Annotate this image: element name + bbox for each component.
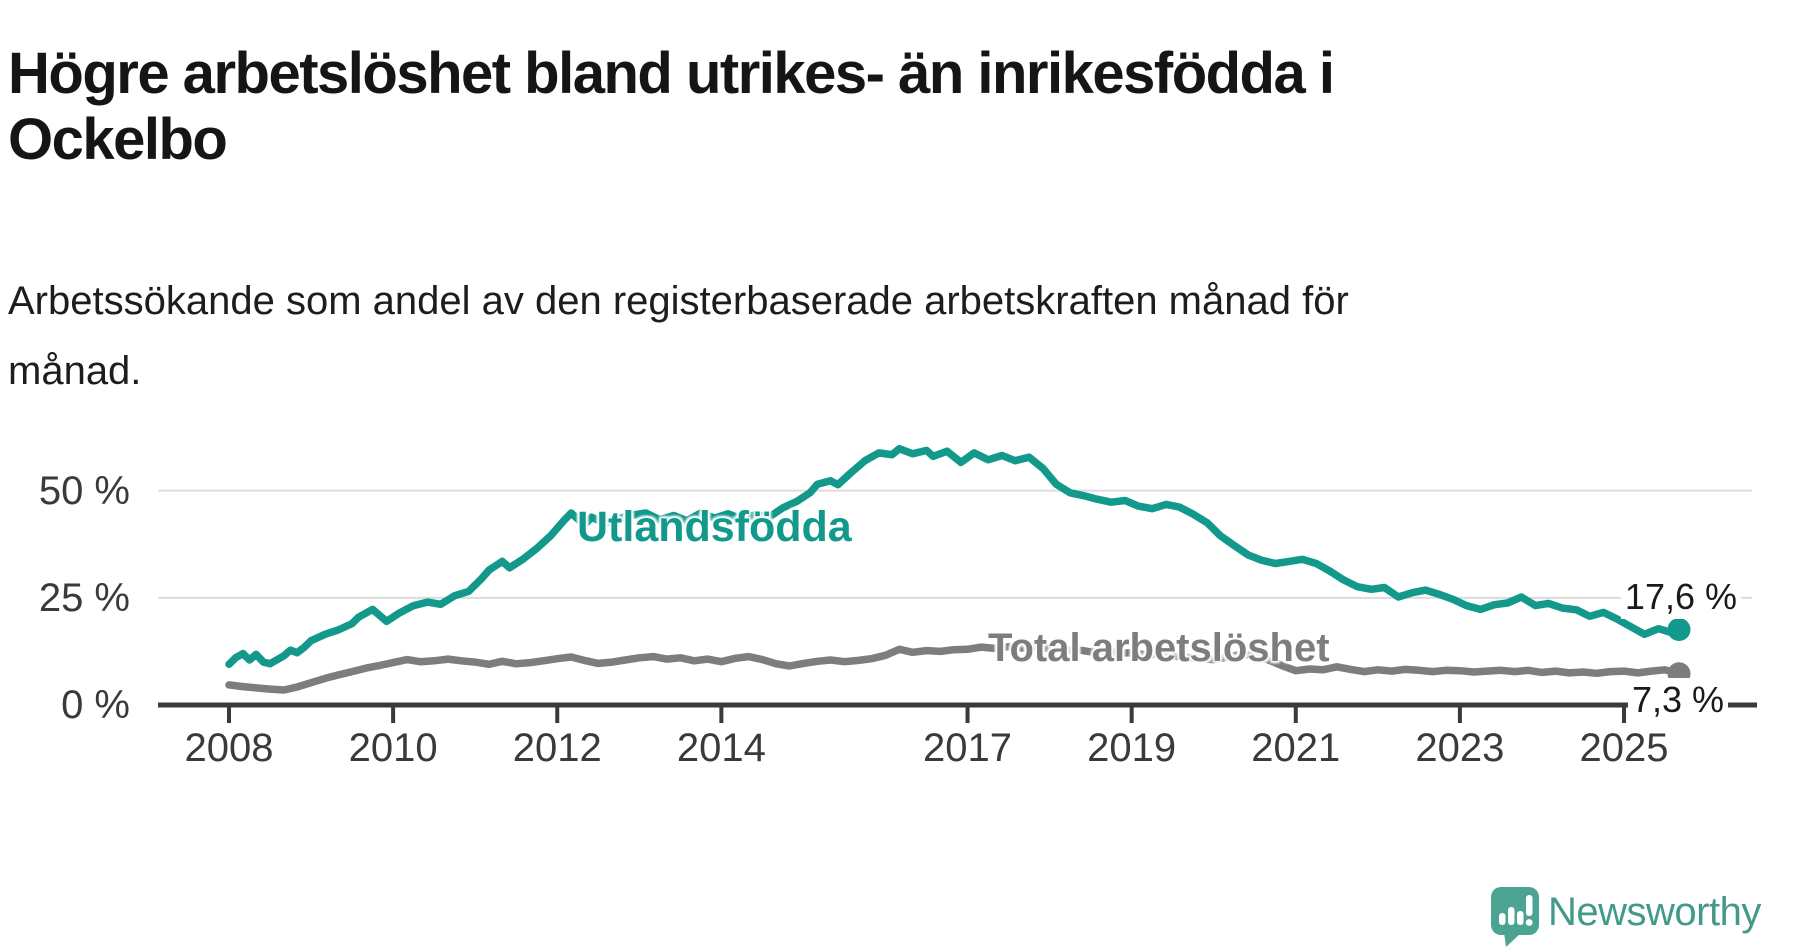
x-axis-tick-label: 2017 <box>923 726 1013 770</box>
y-axis-tick-label: 50 % <box>38 468 130 513</box>
x-axis-tick-label: 2021 <box>1251 726 1341 770</box>
x-axis-tick-label: 2012 <box>512 726 602 770</box>
newsworthy-logo-text: Newsworthy <box>1548 890 1761 934</box>
page-subtitle: Arbetssökande som andel av den registerb… <box>8 279 1349 393</box>
end-value-label-total: 7,3 % <box>1627 678 1728 722</box>
x-axis-tick-label: 2025 <box>1579 726 1669 770</box>
series-label-utlandsfodda: Utlandsfödda <box>577 503 852 551</box>
x-axis-tick-label: 2019 <box>1087 726 1177 770</box>
series-line-1 <box>225 642 1683 694</box>
series-label-total-arbetsloshet: Total arbetslöshet <box>988 626 1330 670</box>
y-axis-tick-label: 0 % <box>61 683 130 727</box>
y-axis-tick-label: 25 % <box>38 575 130 620</box>
end-value-label-utlandsfodda: 17,6 % <box>1620 575 1741 619</box>
x-axis-tick-label: 2023 <box>1415 726 1505 770</box>
x-axis-tick-label: 2010 <box>348 726 438 770</box>
newsworthy-logo-icon <box>1491 887 1539 947</box>
x-axis-tick-label: 2008 <box>184 726 274 770</box>
series-line-0 <box>225 444 1683 669</box>
x-axis-tick-label: 2014 <box>676 726 766 770</box>
series-end-dot-0 <box>1667 618 1691 642</box>
page-title: Högre arbetslöshet bland utrikes- än inr… <box>8 40 1335 172</box>
